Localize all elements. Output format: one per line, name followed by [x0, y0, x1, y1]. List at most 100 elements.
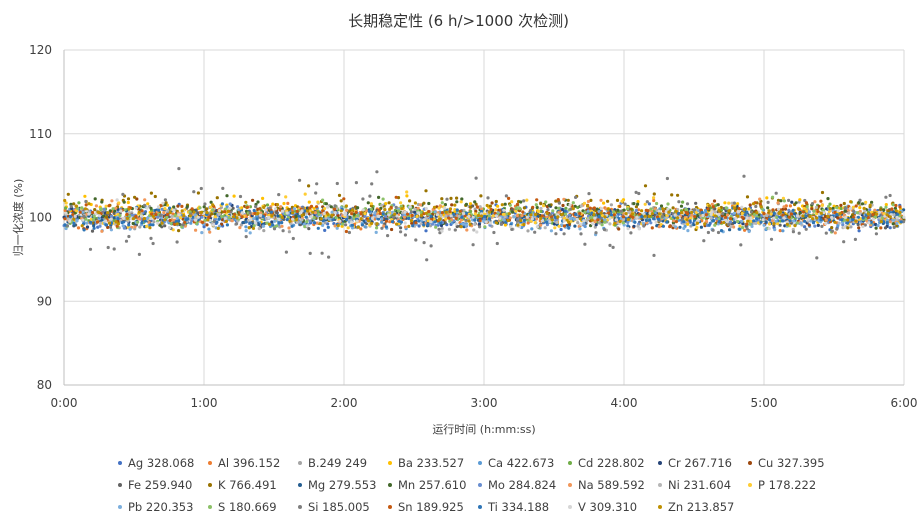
- legend-label: Cr 267.716: [668, 456, 732, 470]
- legend-marker: [388, 461, 392, 465]
- data-point: [816, 223, 820, 227]
- legend-item: Mo 284.824: [470, 478, 560, 492]
- data-point: [722, 220, 726, 225]
- data-point: [534, 203, 538, 207]
- data-point: [223, 207, 227, 211]
- data-point: [68, 219, 72, 223]
- data-point: [215, 220, 219, 224]
- data-point: [748, 222, 752, 226]
- data-point: [198, 206, 202, 210]
- data-point: [569, 207, 573, 211]
- data-point: [709, 212, 713, 216]
- data-point: [515, 219, 520, 223]
- data-point: [545, 211, 549, 215]
- data-point: [787, 198, 791, 202]
- data-point: [774, 219, 778, 223]
- data-point: [826, 197, 830, 201]
- data-point: [898, 205, 902, 209]
- data-point: [112, 247, 116, 251]
- data-point: [561, 203, 565, 208]
- data-point: [156, 205, 161, 209]
- data-point: [713, 210, 718, 214]
- data-point: [754, 221, 758, 225]
- legend-marker: [658, 505, 662, 509]
- data-point: [269, 210, 274, 214]
- data-point: [478, 205, 482, 209]
- data-point: [807, 210, 812, 214]
- data-point: [836, 209, 840, 213]
- data-point: [290, 224, 294, 228]
- data-point: [400, 207, 404, 211]
- data-point: [593, 220, 597, 224]
- data-point: [668, 225, 672, 229]
- data-point: [177, 167, 181, 171]
- data-point: [602, 201, 606, 205]
- data-point: [762, 223, 766, 227]
- data-point: [853, 237, 858, 241]
- data-point: [367, 219, 371, 223]
- data-point: [429, 214, 433, 218]
- data-point: [747, 207, 751, 211]
- data-point: [788, 204, 793, 208]
- data-point: [902, 208, 906, 212]
- data-point: [88, 247, 93, 251]
- data-point: [695, 221, 700, 225]
- data-point: [701, 213, 705, 218]
- data-point: [557, 224, 561, 228]
- data-point: [128, 227, 132, 231]
- data-point: [873, 208, 877, 212]
- data-point: [66, 192, 70, 196]
- data-point: [583, 210, 587, 214]
- data-point: [569, 217, 573, 221]
- data-point: [874, 232, 879, 236]
- data-point: [555, 220, 559, 225]
- data-point: [766, 200, 770, 204]
- data-point: [422, 223, 426, 227]
- data-point: [717, 213, 721, 217]
- data-point: [284, 195, 288, 199]
- data-point: [338, 219, 342, 223]
- data-point: [295, 209, 299, 213]
- data-point: [510, 208, 514, 212]
- data-point: [76, 226, 81, 230]
- data-point: [810, 202, 815, 206]
- data-point: [298, 223, 302, 227]
- data-point: [167, 215, 171, 219]
- legend-marker: [748, 483, 752, 487]
- data-point: [226, 209, 230, 213]
- data-point: [137, 252, 141, 256]
- data-point: [806, 217, 811, 221]
- data-point: [395, 222, 399, 226]
- data-point: [603, 215, 607, 219]
- data-point: [474, 202, 478, 206]
- data-point: [579, 232, 583, 236]
- data-point: [546, 208, 550, 212]
- data-point: [778, 223, 782, 227]
- data-point: [713, 223, 717, 227]
- data-point: [403, 221, 407, 225]
- data-point: [380, 226, 384, 230]
- legend-label: Cu 327.395: [758, 456, 825, 470]
- data-point: [762, 211, 766, 216]
- data-point: [291, 211, 295, 215]
- data-point: [785, 222, 789, 226]
- data-point: [435, 213, 439, 217]
- data-point: [152, 220, 156, 224]
- data-point: [100, 200, 104, 204]
- data-point: [626, 224, 630, 228]
- data-point: [359, 212, 363, 216]
- data-point: [615, 214, 619, 218]
- data-point: [514, 206, 518, 210]
- data-point: [463, 214, 467, 218]
- data-point: [315, 182, 319, 186]
- data-point: [778, 210, 783, 214]
- data-point: [525, 198, 529, 202]
- data-point: [319, 217, 323, 221]
- data-point: [151, 241, 155, 246]
- data-point: [803, 219, 807, 223]
- data-point: [438, 217, 442, 221]
- data-point: [539, 216, 543, 220]
- data-point: [205, 207, 209, 211]
- data-point: [303, 209, 307, 213]
- data-point: [665, 176, 670, 181]
